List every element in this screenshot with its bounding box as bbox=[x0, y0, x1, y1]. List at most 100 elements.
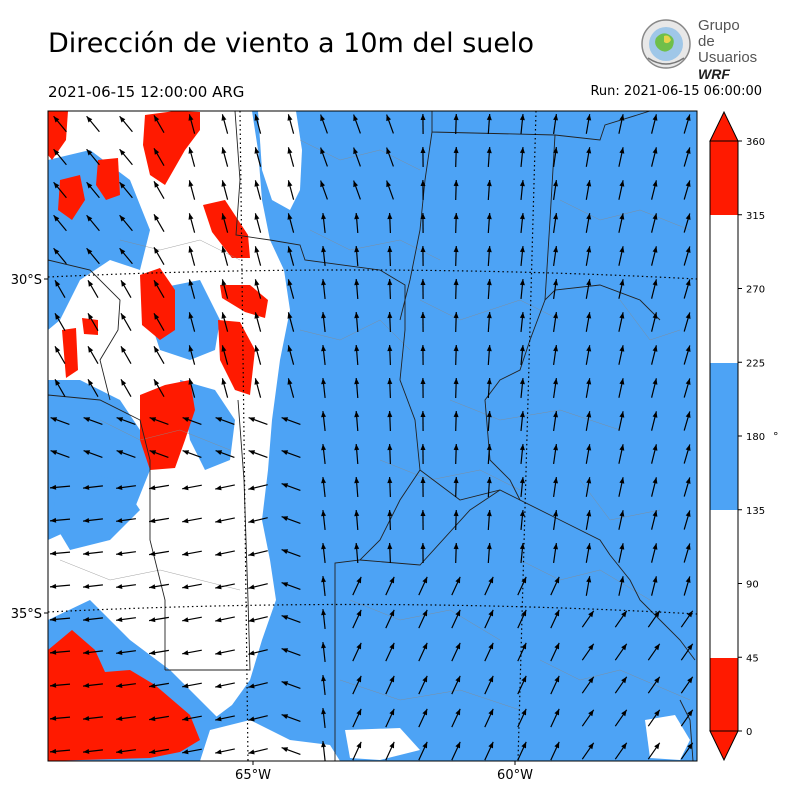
logo-line2: Usuarios bbox=[698, 49, 758, 66]
wind-arrow-head bbox=[420, 345, 426, 351]
wind-arrow-head bbox=[586, 543, 592, 550]
wind-arrow-head bbox=[654, 643, 660, 651]
wind-arrow-head bbox=[687, 643, 693, 651]
wind-arrow-head bbox=[586, 378, 592, 385]
wind-arrow-head bbox=[652, 543, 658, 550]
wind-arrow-head bbox=[281, 582, 289, 587]
wind-arrow-head bbox=[586, 510, 592, 517]
wind-arrow-head bbox=[215, 485, 222, 491]
wind-arrow-head bbox=[685, 543, 691, 550]
wind-arrow-head bbox=[519, 378, 525, 385]
wind-arrow-head bbox=[88, 346, 94, 353]
wind-arrow-head bbox=[422, 642, 428, 650]
wind-arrow-head bbox=[356, 642, 362, 650]
wind-arrow-head bbox=[588, 742, 594, 750]
wind-arrow-head bbox=[420, 246, 426, 252]
wind-arrow-head bbox=[553, 312, 558, 319]
wind-arrow-head bbox=[116, 749, 123, 754]
wind-arrow-head bbox=[389, 576, 395, 584]
wind-arrow-head bbox=[50, 450, 58, 455]
wind-arrow-head bbox=[387, 411, 393, 418]
wind-arrow-head bbox=[685, 576, 691, 583]
wind-arrow-head bbox=[652, 114, 658, 121]
wind-arrow-head bbox=[387, 510, 393, 517]
wind-arrow-head bbox=[154, 214, 160, 221]
wind-arrow-head bbox=[215, 417, 223, 422]
wind-arrow-head bbox=[621, 643, 627, 651]
wind-arrow-head bbox=[154, 181, 160, 188]
wind-arrow-head bbox=[488, 741, 494, 749]
wind-arrow-head bbox=[422, 576, 428, 584]
wind-arrow-head bbox=[420, 213, 426, 219]
wind-arrow-head bbox=[121, 379, 127, 386]
wind-arrow-head bbox=[248, 683, 255, 689]
red-region-c1 bbox=[140, 268, 175, 340]
wind-arrow-head bbox=[553, 114, 558, 121]
wind-arrow-head bbox=[453, 444, 459, 451]
wind-arrow-head bbox=[55, 313, 61, 320]
wind-arrow-head bbox=[389, 642, 395, 650]
wind-arrow-head bbox=[488, 708, 494, 716]
wind-arrow-head bbox=[321, 741, 326, 748]
colorbar-band-135-225 bbox=[710, 363, 738, 510]
wind-arrow-head bbox=[83, 417, 91, 422]
red-region-sw bbox=[48, 630, 200, 761]
wind-arrow-head bbox=[221, 213, 227, 220]
wind-arrow-head bbox=[254, 246, 260, 253]
wind-arrow-head bbox=[455, 609, 461, 617]
wind-arrow-head bbox=[652, 180, 658, 187]
wind-arrow-head bbox=[453, 510, 459, 517]
wind-arrow-head bbox=[453, 213, 459, 220]
wind-arrow-head bbox=[420, 279, 426, 285]
red-region-nw2 bbox=[58, 175, 85, 220]
wind-arrow-head bbox=[154, 379, 160, 386]
wind-arrow-head bbox=[619, 213, 625, 220]
run-time: Run: 2021-06-15 06:00:00 bbox=[590, 84, 762, 99]
wind-arrow-head bbox=[554, 576, 560, 584]
wind-arrow-head bbox=[188, 213, 194, 220]
wind-arrow-head bbox=[121, 313, 127, 320]
wind-arrow-head bbox=[86, 248, 93, 255]
wind-arrow-head bbox=[453, 147, 459, 154]
wind-arrow-head bbox=[654, 709, 660, 717]
wind-arrow-head bbox=[486, 180, 492, 187]
graticule bbox=[48, 111, 697, 761]
wind-arrow-head bbox=[248, 417, 256, 422]
wind-arrow-head bbox=[619, 444, 625, 451]
wind-arrow-head bbox=[685, 279, 691, 286]
wind-arrow-head bbox=[386, 114, 391, 122]
wind-arrow-head bbox=[321, 378, 326, 385]
wind-arrow-head bbox=[519, 114, 525, 121]
wind-arrow-head bbox=[521, 741, 527, 749]
wind-arrow-head bbox=[321, 609, 326, 616]
wind-arrow-head bbox=[486, 147, 492, 154]
wind-arrow-head bbox=[188, 180, 194, 187]
wind-arrow-head bbox=[321, 543, 326, 550]
wind-arrow-head bbox=[119, 182, 126, 189]
wind-arrow-head bbox=[588, 610, 594, 618]
province-boundaries bbox=[48, 111, 696, 761]
wind-arrow-head bbox=[586, 279, 592, 286]
wind-arrow-head bbox=[586, 312, 592, 319]
wind-arrow-head bbox=[619, 477, 625, 484]
wind-arrow-head bbox=[455, 708, 461, 716]
wind-arrow-head bbox=[182, 749, 189, 755]
wind-arrow-head bbox=[420, 147, 426, 153]
wind-arrow-head bbox=[83, 551, 90, 556]
wind-arrow-head bbox=[420, 543, 426, 549]
wind-arrow-head bbox=[353, 180, 358, 188]
wind-arrow-head bbox=[422, 708, 428, 716]
wind-arrow-head bbox=[320, 114, 325, 122]
wind-arrow-head bbox=[387, 444, 393, 451]
wind-arrow-head bbox=[521, 609, 527, 617]
wind-arrow-head bbox=[588, 643, 594, 651]
colorbar: 0 45 90 135 180 225 270 315 360 ° bbox=[709, 110, 779, 762]
wind-arrow-head bbox=[488, 675, 494, 683]
wind-arrow-head bbox=[387, 477, 393, 484]
wind-arrow-head bbox=[654, 742, 660, 750]
wind-arrow-head bbox=[554, 741, 560, 749]
wind-arrow-head bbox=[86, 182, 93, 189]
wind-arrow-head bbox=[521, 576, 527, 584]
valid-time: 2021-06-15 12:00:00 ARG bbox=[48, 83, 245, 101]
wind-arrow-head bbox=[619, 510, 625, 517]
